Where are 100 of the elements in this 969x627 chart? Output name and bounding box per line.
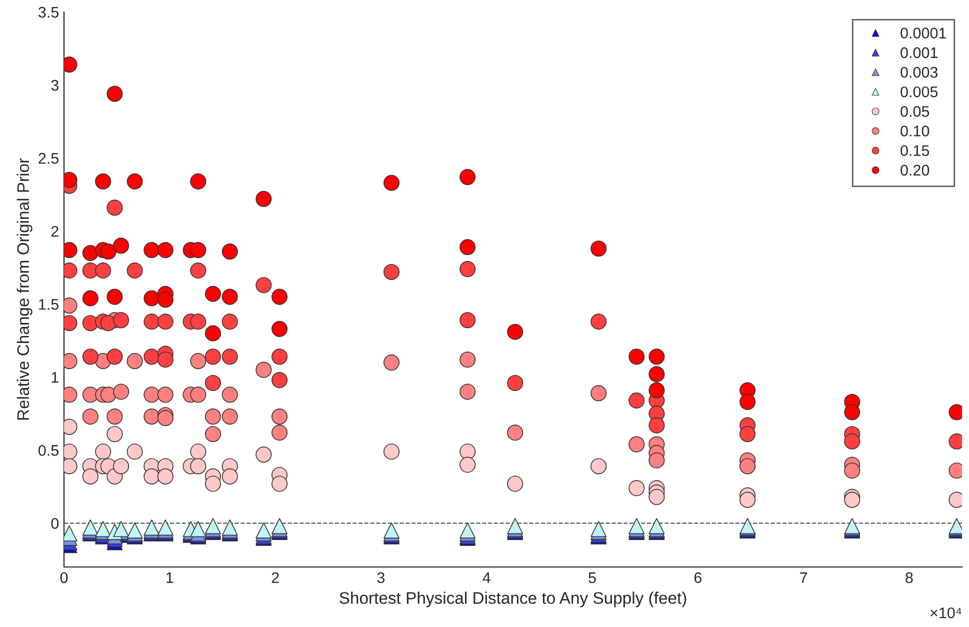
point: [648, 366, 665, 382]
point: [190, 242, 206, 258]
legend-label: 0.005: [900, 86, 938, 98]
point: [383, 354, 400, 371]
x-tick-label: 2: [272, 572, 279, 583]
x-tick-label: 4: [482, 572, 490, 583]
point: [126, 173, 143, 190]
legend-label: 0.15: [900, 145, 930, 156]
point: [126, 353, 143, 370]
point: [144, 386, 160, 403]
point: [190, 262, 206, 279]
point: [113, 312, 130, 328]
point: [82, 408, 98, 425]
y-tick-label: 0.5: [38, 445, 58, 456]
point: [144, 520, 160, 536]
point: [628, 392, 645, 409]
point: [507, 424, 524, 441]
point: [383, 444, 400, 460]
legend-label: 0.10: [900, 126, 930, 136]
y-tick-label: 2.5: [38, 152, 58, 164]
point: [82, 468, 98, 484]
point: [383, 522, 400, 539]
point: [144, 314, 160, 330]
point: [82, 244, 98, 262]
point: [106, 86, 123, 102]
x-tick-label: 5: [588, 572, 596, 584]
point: [256, 362, 272, 378]
point: [256, 522, 272, 539]
point: [222, 314, 238, 330]
point: [190, 386, 206, 403]
point: [204, 408, 221, 425]
point: [144, 408, 160, 425]
point: [271, 408, 288, 425]
text: ×10⁴: [930, 607, 962, 618]
legend-label: 0.05: [900, 106, 930, 117]
x-tick-label: 1: [166, 572, 174, 583]
point: [190, 444, 206, 460]
point: [590, 314, 607, 330]
point: [222, 348, 238, 365]
point: [590, 458, 607, 474]
point: [113, 458, 130, 474]
legend-label: 0.0001: [900, 28, 946, 38]
point: [256, 446, 272, 463]
point: [648, 417, 665, 434]
point: [204, 286, 221, 302]
point: [157, 292, 174, 308]
point: [648, 488, 665, 505]
legend-label: 0.001: [900, 47, 938, 58]
x-tick-label: 7: [800, 572, 808, 583]
y-axis-title: Relative Change from Original Prior: [16, 158, 32, 420]
point: [95, 173, 112, 190]
point: [157, 242, 174, 258]
point: [507, 324, 524, 340]
point: [383, 264, 400, 280]
point: [271, 518, 288, 534]
x-tick-label: 3: [377, 572, 385, 584]
point: [460, 352, 476, 368]
point: [271, 424, 288, 441]
point: [222, 520, 238, 536]
point: [126, 262, 143, 279]
point: [271, 348, 288, 365]
point: [460, 169, 476, 186]
point: [222, 288, 238, 305]
point: [628, 480, 645, 496]
point: [204, 518, 221, 534]
point: [100, 315, 116, 332]
point: [106, 200, 123, 216]
point: [844, 462, 860, 479]
point: [740, 492, 756, 508]
point: [190, 314, 206, 330]
point: [383, 174, 400, 191]
point: [144, 242, 160, 258]
point: [271, 288, 288, 305]
point: [204, 348, 221, 365]
point: [190, 458, 206, 474]
point: [95, 444, 112, 460]
point: [271, 476, 288, 492]
point: [157, 410, 174, 426]
point: [204, 325, 221, 342]
point: [628, 348, 645, 365]
point: [507, 476, 524, 492]
point: [507, 374, 524, 391]
point: [844, 404, 860, 420]
point: [113, 384, 130, 400]
point: [628, 436, 645, 452]
point: [460, 384, 476, 400]
point: [157, 520, 174, 536]
point: [106, 426, 123, 442]
point: [95, 262, 112, 279]
point: [460, 522, 476, 539]
point: [82, 290, 98, 306]
point: [157, 386, 174, 403]
point: [144, 468, 160, 484]
point: [222, 408, 238, 425]
point: [844, 492, 860, 508]
legend-label: 0.003: [900, 66, 938, 78]
point: [628, 518, 645, 534]
point: [190, 173, 206, 190]
y-tick-label: 0: [51, 518, 59, 529]
y-tick-label: 1: [52, 372, 58, 383]
